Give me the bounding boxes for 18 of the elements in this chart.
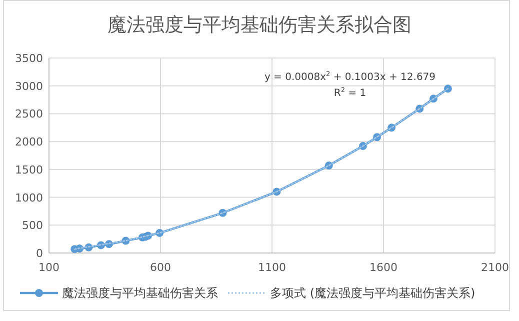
y-tick-label: 2500 (15, 108, 43, 121)
x-tick-label: 2100 (481, 261, 509, 274)
y-tick-label: 500 (22, 219, 43, 232)
y-tick-label: 0 (36, 247, 43, 260)
annotation: R$^{2}$ = 1 (334, 86, 366, 99)
y-tick-label: 1500 (15, 163, 43, 176)
y-tick-label: 3000 (15, 80, 43, 93)
x-tick-label: 600 (150, 261, 171, 274)
legend: 多项式 (魔法强度与平均基础伤害关系) (270, 286, 476, 300)
y-tick-label: 2000 (15, 136, 43, 149)
x-tick-label: 1600 (370, 261, 398, 274)
y-tick-label: 1000 (15, 191, 43, 204)
y-tick-label: 3500 (15, 52, 43, 65)
title: 魔法强度与平均基础伤害关系拟合图 (108, 14, 412, 36)
legend: 魔法强度与平均基础伤害关系 (62, 286, 218, 300)
x-tick-label: 1100 (258, 261, 286, 274)
annotation: y = 0.0008x$^{2}$ + 0.1003x + 12.679 (264, 70, 436, 83)
x-tick-label: 100 (38, 261, 60, 274)
